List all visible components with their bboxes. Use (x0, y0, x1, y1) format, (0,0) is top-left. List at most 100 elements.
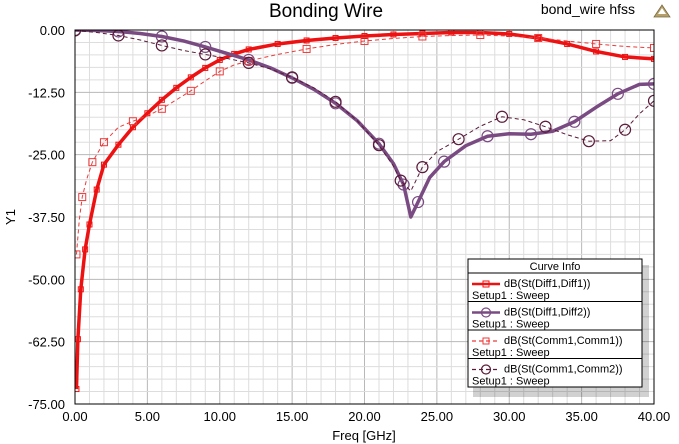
series-line (75, 34, 654, 255)
plot-frame (74, 29, 655, 405)
data-point (360, 36, 369, 45)
data-point (332, 34, 339, 41)
data-point (592, 39, 601, 48)
data-point (303, 37, 310, 44)
data-point (416, 161, 429, 174)
data-point (622, 53, 629, 60)
data-point (75, 386, 80, 393)
data-point (77, 286, 84, 293)
data-point (202, 64, 209, 71)
data-point (199, 40, 212, 54)
data-point (452, 133, 465, 146)
data-point (329, 95, 342, 108)
data-point (476, 30, 485, 39)
data-point (438, 155, 451, 168)
legend-entry[interactable]: dB(St(Diff1,Diff1))Setup1 : Sweep (468, 278, 642, 302)
legend-entry-setup: Setup1 : Sweep (472, 290, 550, 302)
data-point (115, 141, 122, 148)
data-point (88, 158, 97, 167)
data-point (361, 32, 368, 39)
data-point (286, 71, 299, 84)
data-point (187, 74, 194, 81)
data-point (397, 178, 410, 191)
data-point (618, 123, 632, 136)
legend-entry-name: dB(St(Comm1,Comm1)) (504, 335, 623, 347)
x-tick-label: 10.00 (203, 409, 236, 424)
data-point (158, 96, 165, 103)
x-tick-label: 25.00 (421, 409, 454, 424)
data-point (582, 135, 595, 148)
data-point (481, 130, 494, 143)
y-tick-label: 0.00 (40, 23, 65, 38)
data-point (372, 139, 386, 152)
data-point (539, 120, 552, 133)
data-point (651, 55, 654, 62)
data-point (394, 174, 407, 187)
data-point (93, 186, 100, 193)
data-point (647, 94, 654, 107)
data-point (418, 32, 427, 41)
y-tick-label: -50.00 (28, 272, 65, 287)
y-tick-label: -75.00 (28, 397, 65, 412)
legend-entry[interactable]: dB(St(Comm1,Comm1))Setup1 : Sweep (468, 335, 642, 359)
data-point (242, 56, 255, 70)
data-point (302, 44, 311, 53)
series-layer (75, 30, 654, 393)
series-line (75, 30, 654, 219)
y-tick-label: -62.50 (28, 335, 65, 350)
data-point (186, 86, 195, 95)
data-point (78, 193, 87, 202)
data-point (647, 77, 654, 90)
data-point (568, 115, 581, 128)
data-point (112, 30, 125, 38)
ansys-logo-icon (653, 4, 671, 18)
data-point (390, 31, 397, 38)
legend-entry-setup: Setup1 : Sweep (472, 319, 550, 331)
legend[interactable]: Curve Info dB(St(Diff1,Diff1))Setup1 : S… (467, 258, 649, 397)
legend-marker (480, 307, 492, 318)
legend-entry-name: dB(St(Diff1,Diff2)) (504, 307, 590, 319)
y-tick-labels: 0.00 -12.50 -25.00 -37.50 -50.00 -62.50 -75.00 (28, 23, 65, 412)
data-point (86, 221, 93, 228)
x-tick-label: 0.00 (62, 409, 87, 424)
data-point (155, 39, 168, 52)
data-point (100, 161, 107, 168)
legend-marker (480, 364, 492, 375)
data-point (245, 46, 252, 53)
data-point (173, 84, 180, 91)
project-label: bond_wire hfss (541, 1, 635, 17)
data-point (411, 195, 425, 209)
legend-entry-name: dB(St(Comm1,Comm2)) (504, 364, 623, 376)
legend-entry[interactable]: dB(St(Diff1,Diff2))Setup1 : Sweep (468, 307, 642, 331)
x-tick-label: 20.00 (348, 409, 381, 424)
x-axis-label: Freq [GHz] (332, 428, 396, 443)
series-line (75, 30, 654, 192)
y-axis-label: Y1 (3, 209, 18, 225)
legend-box (467, 258, 643, 388)
data-point (82, 246, 89, 253)
x-tick-label: 5.00 (135, 409, 160, 424)
data-point (215, 67, 224, 76)
data-point (611, 87, 624, 100)
x-tick-labels: 0.00 5.00 10.00 15.00 20.00 25.00 30.00 35.00 40… (62, 409, 670, 424)
data-point (419, 30, 426, 37)
data-point (112, 30, 125, 42)
data-point (650, 43, 654, 52)
series-3 (75, 30, 654, 259)
x-tick-label: 40.00 (638, 409, 671, 424)
chart-title: Bonding Wire (269, 1, 383, 22)
legend-entry[interactable]: dB(St(Comm1,Comm2))Setup1 : Sweep (472, 364, 623, 388)
y-tick-label: -37.50 (28, 210, 65, 225)
data-point (75, 250, 81, 259)
y-tick-label: -12.50 (28, 85, 65, 100)
data-point (524, 128, 538, 141)
y-tick-label: -25.00 (28, 148, 65, 163)
data-point (128, 117, 137, 126)
data-point (534, 33, 543, 42)
x-tick-label: 30.00 (493, 409, 526, 424)
x-tick-label: 35.00 (565, 409, 598, 424)
data-point (448, 30, 455, 36)
data-point (99, 138, 108, 147)
series-4 (75, 30, 654, 192)
legend-title: Curve Info (530, 261, 581, 273)
